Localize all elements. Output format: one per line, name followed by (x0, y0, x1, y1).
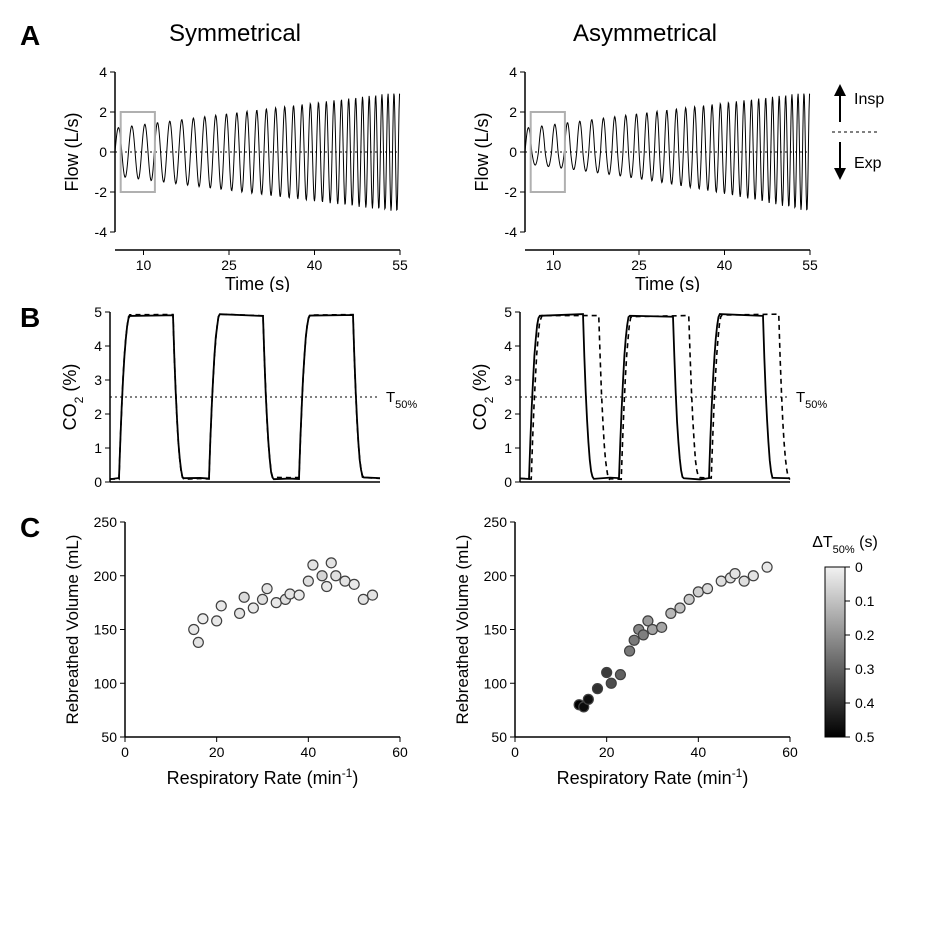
svg-text:T50%: T50% (386, 389, 417, 411)
svg-text:2: 2 (504, 406, 512, 422)
svg-text:10: 10 (136, 257, 152, 273)
svg-text:10: 10 (546, 257, 562, 273)
svg-text:0: 0 (509, 144, 517, 160)
svg-text:Respiratory Rate (min-1): Respiratory Rate (min-1) (167, 766, 359, 788)
panel-A-right-chart: -4 -2 0 2 4 10 25 40 55 Flow (L/s) Time (s) (470, 62, 820, 292)
svg-text:0.4: 0.4 (855, 695, 875, 711)
svg-text:40: 40 (301, 744, 317, 760)
panel-C-right-chart: 50 100 150 200 250 0 20 40 60 Rebreathed Volume (… (450, 512, 800, 792)
svg-text:50: 50 (491, 729, 507, 745)
column-title-right: Asymmetrical (470, 20, 820, 48)
svg-text:0.2: 0.2 (855, 627, 875, 643)
insp-exp-indicator: Insp Exp (820, 62, 920, 222)
svg-text:55: 55 (802, 257, 818, 273)
svg-text:-2: -2 (505, 184, 518, 200)
svg-text:150: 150 (484, 622, 508, 638)
svg-text:-2: -2 (95, 184, 108, 200)
svg-text:1: 1 (504, 440, 512, 456)
svg-text:3: 3 (94, 372, 102, 388)
svg-text:200: 200 (484, 568, 508, 584)
svg-text:Rebreathed Volume (mL): Rebreathed Volume (mL) (63, 535, 82, 725)
svg-text:4: 4 (94, 338, 102, 354)
svg-text:2: 2 (99, 104, 107, 120)
svg-text:0: 0 (94, 474, 102, 490)
svg-text:4: 4 (504, 338, 512, 354)
svg-text:0: 0 (504, 474, 512, 490)
svg-text:25: 25 (221, 257, 237, 273)
svg-text:100: 100 (484, 675, 508, 691)
svg-text:55: 55 (392, 257, 408, 273)
panel-B-row: B 0 1 2 3 4 5 CO2 (%) T50% 0 1 2 3 4 5 CO2 (%) T50% (20, 302, 929, 502)
svg-text:0: 0 (511, 744, 519, 760)
svg-text:0.5: 0.5 (855, 729, 875, 745)
svg-text:2: 2 (509, 104, 517, 120)
svg-text:250: 250 (484, 514, 508, 530)
svg-text:0.1: 0.1 (855, 593, 875, 609)
svg-text:150: 150 (94, 622, 118, 638)
svg-text:100: 100 (94, 675, 118, 691)
svg-text:Insp: Insp (854, 91, 884, 108)
svg-text:0: 0 (121, 744, 129, 760)
svg-text:0: 0 (855, 559, 863, 575)
svg-text:3: 3 (504, 372, 512, 388)
svg-text:200: 200 (94, 568, 118, 584)
svg-text:40: 40 (307, 257, 323, 273)
svg-text:5: 5 (504, 304, 512, 320)
panel-B-left-chart: 0 1 2 3 4 5 CO2 (%) T50% (60, 302, 430, 502)
svg-text:CO2 (%): CO2 (%) (470, 364, 496, 431)
figure: A Symmetrical Asymmetrical -4-2024102540… (20, 20, 929, 792)
svg-text:4: 4 (99, 64, 107, 80)
panel-A-left-chart: -4 -2 0 2 4 10 25 40 55 Flow (L/s) Time (s) (60, 62, 410, 292)
svg-text:CO2 (%): CO2 (%) (60, 364, 86, 431)
svg-text:Time (s): Time (s) (225, 274, 290, 292)
svg-text:0.3: 0.3 (855, 661, 875, 677)
svg-text:-4: -4 (95, 224, 108, 240)
svg-text:40: 40 (691, 744, 707, 760)
svg-text:20: 20 (209, 744, 225, 760)
svg-text:50: 50 (101, 729, 117, 745)
panel-letter-C: C (20, 512, 60, 544)
panel-A-row: -4 -2 0 2 4 10 25 40 55 Flow (L/s) Time (s) -4 -2 0 2… (20, 62, 929, 292)
svg-text:1: 1 (94, 440, 102, 456)
panel-C-left-chart: 50 100 150 200 250 0 20 40 60 Rebreathed Volume (… (60, 512, 410, 792)
svg-text:2: 2 (94, 406, 102, 422)
svg-text:Time (s): Time (s) (635, 274, 700, 292)
svg-text:60: 60 (392, 744, 408, 760)
svg-text:Flow (L/s): Flow (L/s) (472, 112, 492, 191)
svg-text:ΔT50% (s): ΔT50% (s) (812, 534, 878, 556)
svg-text:25: 25 (631, 257, 647, 273)
svg-text:4: 4 (509, 64, 517, 80)
svg-text:T50%: T50% (796, 389, 827, 411)
svg-text:-4: -4 (505, 224, 518, 240)
svg-text:5: 5 (94, 304, 102, 320)
svg-text:60: 60 (782, 744, 798, 760)
svg-text:Flow (L/s): Flow (L/s) (62, 112, 82, 191)
panel-letter-B: B (20, 302, 60, 334)
svg-text:Respiratory Rate (min-1): Respiratory Rate (min-1) (557, 766, 749, 788)
svg-text:20: 20 (599, 744, 615, 760)
colorbar-container: ΔT50% (s) 0 0.1 0.2 0.3 0.4 0.5 (800, 512, 920, 792)
svg-text:40: 40 (717, 257, 733, 273)
panel-letter-A: A (20, 20, 60, 52)
panel-B-right-chart: 0 1 2 3 4 5 CO2 (%) T50% (470, 302, 840, 502)
header-row: A Symmetrical Asymmetrical (20, 20, 929, 52)
panel-C-row: C 501001502002500204060Rebreathed Volume… (20, 512, 929, 792)
column-title-left: Symmetrical (60, 20, 410, 48)
svg-text:Exp: Exp (854, 155, 882, 172)
svg-text:0: 0 (99, 144, 107, 160)
svg-text:Rebreathed Volume (mL): Rebreathed Volume (mL) (453, 535, 472, 725)
svg-text:250: 250 (94, 514, 118, 530)
